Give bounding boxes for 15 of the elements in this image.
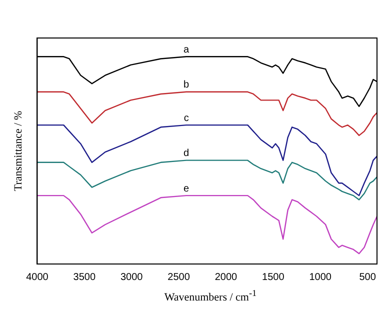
y-axis-title: Transmittance / % xyxy=(12,110,24,192)
x-tick-label: 3500 xyxy=(73,272,96,283)
series-label: c xyxy=(184,112,189,124)
series-label: e xyxy=(184,183,190,194)
series-label: b xyxy=(184,80,190,91)
x-axis-title: Wavenumbers / cm$^{-1}$ xyxy=(163,288,258,304)
x-tick-label: 4000 xyxy=(26,272,49,283)
series-label: d xyxy=(184,148,190,160)
x-tick-label: 3000 xyxy=(120,272,144,283)
x-tick-label: 2500 xyxy=(168,272,190,283)
series-label: a xyxy=(184,44,190,56)
x-tick-label: 1000 xyxy=(309,272,332,283)
x-tick-label: 1500 xyxy=(262,272,285,283)
x-tick-label: 500 xyxy=(359,272,376,283)
x-tick-label: 2000 xyxy=(214,272,238,283)
